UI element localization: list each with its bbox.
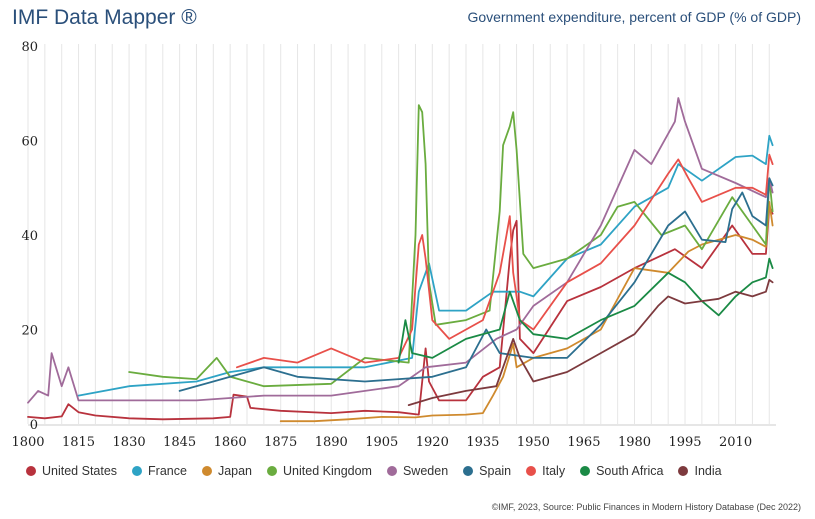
chart-legend: United States France Japan United Kingdom Sw… — [26, 464, 737, 478]
y-tick-label: 80 — [21, 40, 38, 55]
legend-label: Japan — [217, 464, 253, 478]
series-line-spain — [178, 177, 774, 392]
x-tick-label: 1905 — [365, 435, 398, 450]
x-tick-label: 1920 — [416, 435, 449, 450]
source-footnote: ©IMF, 2023, Source: Public Finances in M… — [491, 502, 801, 512]
legend-label: Sweden — [402, 464, 449, 478]
legend-dot-icon — [26, 466, 36, 476]
series-line-sweden — [27, 97, 774, 404]
legend-item-spain[interactable]: Spain — [463, 464, 511, 478]
y-tick-label: 60 — [21, 135, 38, 150]
legend-dot-icon — [678, 466, 689, 476]
series-line-united-states — [27, 205, 774, 421]
legend-item-sweden[interactable]: Sweden — [386, 464, 449, 478]
y-tick-label: 40 — [21, 229, 38, 244]
x-tick-label: 1830 — [113, 435, 146, 450]
x-tick-label: 1800 — [11, 435, 44, 450]
x-tick-label: 1845 — [163, 435, 196, 450]
x-tick-label: 1965 — [567, 435, 600, 450]
legend-label: United Kingdom — [283, 464, 372, 478]
legend-item-japan[interactable]: Japan — [201, 464, 253, 478]
legend-dot-icon — [580, 466, 591, 476]
x-tick-label: 1890 — [315, 435, 348, 450]
x-tick-label: 1995 — [668, 435, 701, 450]
x-tick-label: 1860 — [214, 435, 247, 450]
legend-label: India — [694, 464, 722, 478]
x-tick-label: 1935 — [466, 435, 499, 450]
legend-label: Italy — [542, 464, 566, 478]
legend-dot-icon — [132, 466, 143, 476]
legend-item-india[interactable]: India — [678, 464, 722, 478]
legend-item-france[interactable]: France — [132, 464, 187, 478]
x-tick-label: 1980 — [618, 435, 651, 450]
x-tick-label: 2010 — [719, 435, 752, 450]
gridlines — [27, 44, 770, 424]
chart-title: Government expenditure, percent of GDP (… — [467, 9, 801, 25]
x-tick-label: 1815 — [62, 435, 95, 450]
series-line-south-africa — [397, 257, 774, 364]
x-tick-label: 1875 — [264, 435, 297, 450]
legend-dot-icon — [463, 466, 474, 476]
legend-label: France — [148, 464, 187, 478]
legend-label: South Africa — [596, 464, 664, 478]
legend-item-south-africa[interactable]: South Africa — [580, 464, 663, 478]
x-tick-label: 1950 — [517, 435, 550, 450]
header: IMF Data Mapper ® Government expenditure… — [0, 0, 815, 40]
y-tick-label: 20 — [21, 324, 38, 339]
series-line-india — [407, 278, 774, 407]
legend-dot-icon — [267, 466, 278, 476]
y-tick-label: 0 — [30, 418, 38, 433]
chart-plot: 0 20 40 60 80 1800 1815 1830 1845 1860 1875 1890 190… — [11, 40, 776, 450]
legend-dot-icon — [386, 466, 397, 476]
series-line-united-kingdom — [128, 104, 774, 388]
brand-logo-text[interactable]: IMF Data Mapper ® — [12, 6, 197, 29]
legend-item-united-kingdom[interactable]: United Kingdom — [267, 464, 372, 478]
series-line-japan — [279, 200, 774, 423]
legend-item-united-states[interactable]: United States — [26, 464, 117, 478]
series-line-france — [77, 134, 774, 397]
legend-label: United States — [42, 464, 118, 478]
legend-dot-icon — [526, 466, 537, 476]
legend-dot-icon — [201, 466, 212, 476]
legend-label: Spain — [479, 464, 512, 478]
legend-item-italy[interactable]: Italy — [526, 464, 565, 478]
